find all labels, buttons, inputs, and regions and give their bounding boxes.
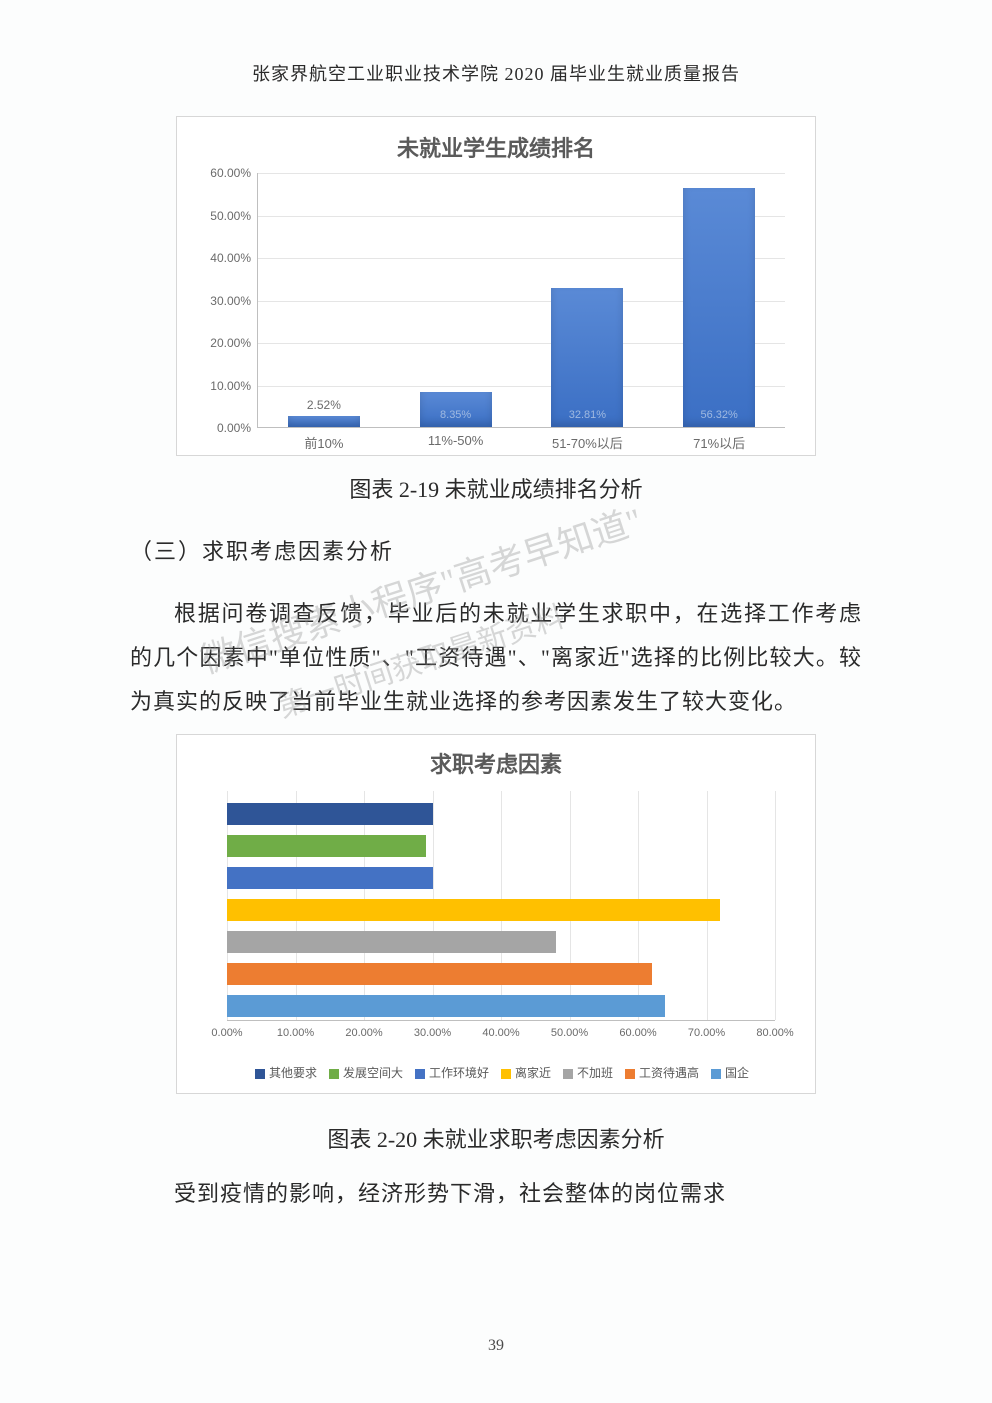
chart1-xlabel: 51-70%以后 <box>537 433 637 452</box>
chart1-ylabel: 0.00% <box>196 421 251 435</box>
legend-label: 国企 <box>725 1066 749 1080</box>
chart-factors-legend: 其他要求 发展空间大 工作环境好 离家近 不加班 工资待遇高 国企 <box>177 1064 815 1081</box>
chart2-bar <box>227 963 652 985</box>
chart1-bar: 8.35% <box>420 392 492 427</box>
section-heading: （三）求职考虑因素分析 <box>130 534 862 566</box>
chart1-gridline <box>258 173 785 174</box>
paragraph-1: 根据问卷调查反馈，毕业后的未就业学生求职中，在选择工作考虑的几个因素中"单位性质… <box>130 592 862 724</box>
legend-swatch <box>563 1069 573 1079</box>
chart1-bar-value: 8.35% <box>420 409 492 421</box>
chart2-xlabel: 40.00% <box>482 1027 519 1039</box>
chart1-bar-value: 56.32% <box>683 409 755 421</box>
legend-swatch <box>415 1069 425 1079</box>
chart2-xlabel: 30.00% <box>414 1027 451 1039</box>
chart2-xlabel: 70.00% <box>688 1027 725 1039</box>
chart1-ylabel: 10.00% <box>196 379 251 393</box>
legend-label: 工作环境好 <box>429 1066 489 1080</box>
legend-label: 离家近 <box>515 1066 551 1080</box>
legend-swatch <box>329 1069 339 1079</box>
chart2-bar <box>227 867 433 889</box>
chart1-ylabel: 60.00% <box>196 166 251 180</box>
chart1-xlabel: 71%以后 <box>669 433 769 452</box>
chart-factors: 求职考虑因素 0.00%10.00%20.00%30.00%40.00%50.0… <box>176 734 816 1094</box>
chart1-ylabel: 40.00% <box>196 251 251 265</box>
chart1-ylabel: 50.00% <box>196 209 251 223</box>
chart-factors-plot: 0.00%10.00%20.00%30.00%40.00%50.00%60.00… <box>227 791 775 1021</box>
chart2-xlabel: 60.00% <box>619 1027 656 1039</box>
chart-factors-title: 求职考虑因素 <box>197 747 795 779</box>
chart1-bar: 56.32% <box>683 188 755 427</box>
chart1-bar: 2.52% <box>288 416 360 427</box>
chart1-bar-value: 2.52% <box>288 398 360 412</box>
legend-swatch <box>711 1069 721 1079</box>
chart2-bar <box>227 835 426 857</box>
chart1-ylabel: 30.00% <box>196 294 251 308</box>
paragraph-2: 受到疫情的影响，经济形势下滑，社会整体的岗位需求 <box>130 1172 862 1216</box>
legend-swatch <box>501 1069 511 1079</box>
chart2-xlabel: 80.00% <box>756 1027 793 1039</box>
chart1-bar: 32.81% <box>551 288 623 427</box>
chart2-xlabel: 20.00% <box>345 1027 382 1039</box>
chart2-bar <box>227 899 720 921</box>
chart2-bar <box>227 931 556 953</box>
chart2-bar <box>227 995 665 1017</box>
chart1-xlabel: 11%-50% <box>406 433 506 448</box>
document-page: 张家界航空工业职业技术学院 2020 届毕业生就业质量报告 未就业学生成绩排名 … <box>0 0 992 1403</box>
chart2-bar <box>227 803 433 825</box>
chart1-xlabel: 前10% <box>274 433 374 452</box>
legend-label: 发展空间大 <box>343 1066 403 1080</box>
legend-label: 其他要求 <box>269 1066 317 1080</box>
legend-label: 不加班 <box>577 1066 613 1080</box>
legend-swatch <box>625 1069 635 1079</box>
page-header: 张家界航空工业职业技术学院 2020 届毕业生就业质量报告 <box>130 60 862 86</box>
chart1-bar-value: 32.81% <box>551 409 623 421</box>
chart1-ylabel: 20.00% <box>196 336 251 350</box>
chart-ranking-plot: 0.00%10.00%20.00%30.00%40.00%50.00%60.00… <box>257 173 785 428</box>
chart2-xlabel: 10.00% <box>277 1027 314 1039</box>
chart2-xlabel: 0.00% <box>211 1027 242 1039</box>
caption-chart1: 图表 2-19 未就业成绩排名分析 <box>130 472 862 504</box>
legend-label: 工资待遇高 <box>639 1066 699 1080</box>
legend-swatch <box>255 1069 265 1079</box>
page-number: 39 <box>0 1337 992 1355</box>
chart2-gridline <box>775 791 776 1020</box>
chart2-xlabel: 50.00% <box>551 1027 588 1039</box>
caption-chart2: 图表 2-20 未就业求职考虑因素分析 <box>130 1122 862 1154</box>
chart-ranking: 未就业学生成绩排名 0.00%10.00%20.00%30.00%40.00%5… <box>176 116 816 456</box>
chart-ranking-title: 未就业学生成绩排名 <box>197 131 795 163</box>
